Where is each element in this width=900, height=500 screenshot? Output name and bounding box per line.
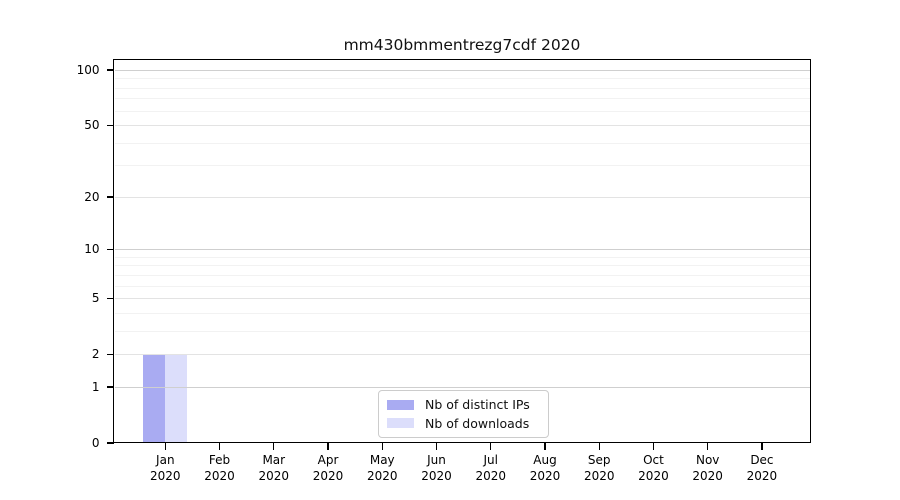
- gridline-y-70: [114, 98, 810, 100]
- x-axis-tick-feb: [218, 443, 221, 450]
- gridline-y-20: [114, 196, 810, 198]
- y-axis-tick-100: [107, 69, 114, 71]
- x-axis-tick-apr: [327, 443, 329, 450]
- gridline-y-50: [114, 125, 810, 127]
- gridline-y-100: [114, 69, 810, 71]
- x-axis-tick-label-oct: Oct 2020: [621, 453, 685, 484]
- x-label-year: 2020: [312, 468, 344, 483]
- gridline-y-5: [114, 298, 810, 300]
- x-axis-tick-label-nov: Nov 2020: [676, 453, 740, 484]
- x-axis-tick-label-jul: Jul 2020: [459, 453, 523, 484]
- legend-item-downloads: Nb of downloads: [387, 416, 540, 431]
- x-axis-tick-mar: [273, 443, 275, 450]
- y-axis-tick-label-10: 10: [84, 242, 100, 257]
- x-label-year: 2020: [421, 468, 452, 483]
- x-axis-tick-jan: [164, 443, 166, 450]
- y-axis-tick-label-100: 100: [76, 62, 100, 77]
- chart-title: mm430bmmentrezg7cdf 2020: [343, 36, 581, 54]
- x-axis-tick-may: [381, 443, 383, 450]
- gridline-y-40: [114, 142, 810, 144]
- x-axis-tick-dec: [761, 443, 763, 450]
- legend-label-distinct-ips: Nb of distinct IPs: [425, 397, 530, 413]
- x-axis-tick-label-dec: Dec 2020: [730, 453, 794, 484]
- x-label-month: Jun: [427, 453, 446, 467]
- x-label-month: May: [369, 453, 395, 467]
- y-axis-tick-2: [107, 353, 114, 355]
- legend-item-distinct-ips: Nb of distinct IPs: [387, 397, 540, 412]
- x-label-year: 2020: [204, 468, 235, 483]
- plot-area: [113, 59, 811, 443]
- x-label-month: Jul: [483, 453, 498, 467]
- y-axis-tick-label-50: 50: [84, 118, 100, 133]
- gridline-y-2: [114, 354, 810, 356]
- x-axis-tick-label-may: May 2020: [350, 453, 414, 484]
- y-axis-tick-5: [107, 297, 114, 299]
- x-label-month: Dec: [750, 453, 774, 467]
- gridline-y-90: [114, 78, 810, 80]
- x-label-month: Oct: [643, 453, 664, 467]
- x-axis-tick-sep: [598, 443, 600, 450]
- legend-label-downloads: Nb of downloads: [425, 415, 530, 431]
- y-axis-tick-label-20: 20: [84, 189, 100, 204]
- x-label-year: 2020: [638, 468, 669, 483]
- x-axis-tick-nov: [707, 443, 709, 450]
- legend: Nb of distinct IPs Nb of downloads: [378, 390, 549, 438]
- x-label-year: 2020: [692, 468, 723, 483]
- x-label-month: Mar: [262, 453, 286, 467]
- x-label-month: Feb: [208, 453, 231, 467]
- x-axis-tick-label-feb: Feb 2020: [188, 453, 252, 484]
- x-label-year: 2020: [583, 468, 615, 483]
- gridline-y-4: [114, 312, 810, 314]
- gridline-y-1: [114, 386, 810, 388]
- y-axis-tick-label-5: 5: [91, 291, 100, 306]
- y-axis-tick-label-1: 1: [91, 379, 100, 394]
- x-axis-tick-label-jun: Jun 2020: [405, 453, 469, 484]
- bar-nb-of-distinct-ips-jan: [143, 354, 166, 443]
- x-axis-tick-label-apr: Apr 2020: [296, 453, 360, 484]
- legend-swatch-downloads: [387, 418, 414, 429]
- y-axis-tick-0: [107, 442, 114, 444]
- x-axis-tick-label-mar: Mar 2020: [242, 453, 306, 484]
- x-label-year: 2020: [366, 468, 398, 483]
- x-label-year: 2020: [529, 468, 561, 483]
- x-axis-tick-label-aug: Aug 2020: [513, 453, 577, 484]
- x-label-year: 2020: [746, 468, 778, 483]
- x-label-year: 2020: [475, 468, 506, 483]
- gridline-y-80: [114, 87, 810, 89]
- bar-nb-of-downloads-jan: [165, 354, 188, 443]
- legend-swatch-distinct-ips: [387, 399, 414, 410]
- x-label-month: Nov: [695, 453, 720, 467]
- x-axis-tick-label-sep: Sep 2020: [567, 453, 631, 484]
- gridline-y-9: [114, 256, 810, 258]
- x-axis-tick-jul: [490, 443, 492, 450]
- x-label-month: Apr: [317, 453, 339, 467]
- y-axis-tick-20: [107, 196, 114, 198]
- x-axis-tick-aug: [544, 443, 546, 450]
- gridline-y-3: [114, 330, 810, 332]
- y-axis-tick-1: [107, 386, 114, 388]
- y-axis-tick-10: [107, 248, 114, 250]
- gridline-y-7: [114, 274, 810, 276]
- y-axis-tick-label-0: 0: [91, 436, 100, 450]
- gridline-y-6: [114, 285, 810, 287]
- x-axis-tick-oct: [652, 443, 655, 450]
- x-label-month: Sep: [587, 453, 611, 467]
- x-axis-tick-jun: [435, 443, 438, 450]
- x-label-year: 2020: [258, 468, 290, 483]
- x-label-month: Aug: [533, 453, 557, 467]
- x-axis-tick-label-jan: Jan 2020: [133, 453, 197, 484]
- gridline-y-60: [114, 110, 810, 112]
- gridline-y-30: [114, 165, 810, 167]
- y-axis-tick-label-2: 2: [91, 347, 100, 362]
- gridline-y-10: [114, 249, 810, 251]
- x-label-year: 2020: [150, 468, 181, 483]
- x-label-month: Jan: [156, 453, 175, 467]
- gridline-y-8: [114, 265, 810, 267]
- y-axis-tick-50: [107, 124, 114, 126]
